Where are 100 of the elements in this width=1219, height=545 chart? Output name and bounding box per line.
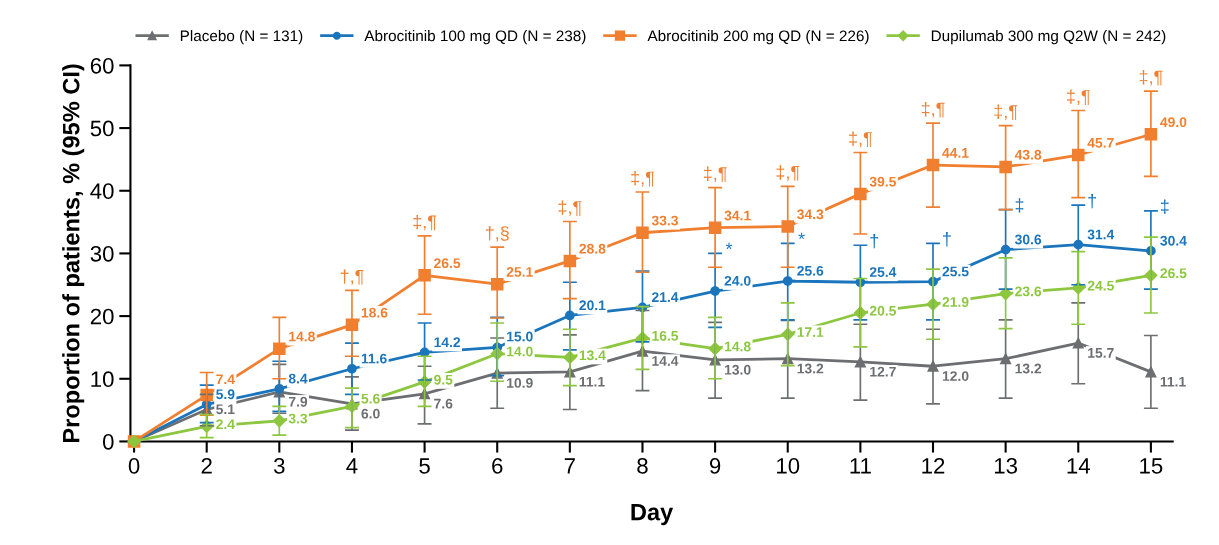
data-label: 13.2 xyxy=(797,363,824,374)
data-label: 43.8 xyxy=(1014,149,1042,160)
data-label: 30.6 xyxy=(1014,234,1042,245)
data-label: 7.4 xyxy=(216,374,235,384)
data-label: 34.3 xyxy=(797,209,824,220)
data-label: 11.6 xyxy=(361,353,387,364)
x-tick-label: 4 xyxy=(346,458,358,474)
data-label: 25.5 xyxy=(942,266,969,277)
data-label: 15.0 xyxy=(507,331,533,342)
y-axis-title: Proportion of patients, % (95% CI) xyxy=(62,64,85,443)
x-tick-label: 13 xyxy=(994,458,1018,474)
data-label: 20.5 xyxy=(869,305,897,316)
data-label: 25.1 xyxy=(506,267,533,277)
data-label: 15.7 xyxy=(1088,348,1114,358)
data-label: 34.1 xyxy=(724,210,751,221)
data-label: 12.0 xyxy=(942,371,969,381)
data-label: 39.5 xyxy=(869,176,897,187)
annotation: †,¶ xyxy=(340,269,364,285)
annotation: ‡,¶ xyxy=(1067,89,1090,105)
data-label: 24.0 xyxy=(724,275,751,286)
data-label: 30.4 xyxy=(1160,235,1187,246)
data-label: 10.9 xyxy=(507,378,533,388)
annotation: ‡,¶ xyxy=(849,131,872,147)
legend-label: Dupilumab 300 mg Q2W (N = 242) xyxy=(931,30,1166,45)
data-label: 14.0 xyxy=(507,346,533,357)
x-tick-label: 7 xyxy=(564,458,575,474)
data-label: 11.1 xyxy=(579,376,605,387)
x-tick-label: 9 xyxy=(709,458,721,474)
annotation: ‡,¶ xyxy=(413,214,437,231)
y-tick-label: 10 xyxy=(91,371,114,388)
data-label: 7.9 xyxy=(288,396,308,407)
data-label: 21.9 xyxy=(942,297,969,307)
annotation: ‡,¶ xyxy=(1139,70,1163,86)
y-tick-label: 40 xyxy=(90,183,114,200)
x-tick-label: 12 xyxy=(922,458,945,474)
data-label: 14.2 xyxy=(434,337,461,348)
data-label: 45.7 xyxy=(1087,138,1114,148)
data-label: 11.1 xyxy=(1160,376,1186,387)
data-label: 5.6 xyxy=(361,393,380,404)
data-label: 5.1 xyxy=(216,404,235,415)
x-tick-label: 15 xyxy=(1140,458,1163,474)
data-label: 2.4 xyxy=(216,419,235,429)
data-label: 18.6 xyxy=(361,307,388,318)
annotation: ‡,¶ xyxy=(921,102,945,118)
annotation: ‡,¶ xyxy=(631,171,655,187)
y-tick-label: 20 xyxy=(90,308,114,325)
data-label: 33.3 xyxy=(651,215,679,226)
data-label: 26.5 xyxy=(434,258,461,269)
data-label: 25.6 xyxy=(797,265,824,276)
data-label: 6.0 xyxy=(361,408,380,419)
annotation: † xyxy=(1088,193,1096,209)
x-tick-label: 0 xyxy=(128,458,140,474)
x-tick-label: 6 xyxy=(492,458,503,474)
annotation: ‡ xyxy=(1015,198,1024,213)
x-tick-label: 5 xyxy=(419,458,430,474)
annotation: ‡,¶ xyxy=(703,166,727,183)
annotation: * xyxy=(725,242,733,250)
data-label: 7.6 xyxy=(434,398,453,409)
legend-label: Abrocitinib 200 mg QD (N = 226) xyxy=(647,30,869,45)
legend-label: Abrocitinib 100 mg QD (N = 238) xyxy=(364,30,586,45)
data-label: 26.5 xyxy=(1160,268,1187,279)
annotation: ‡,¶ xyxy=(776,165,800,181)
annotation: † xyxy=(943,232,951,247)
data-label: 23.6 xyxy=(1015,286,1042,297)
data-label: 20.1 xyxy=(579,300,606,311)
data-label: 14.4 xyxy=(652,356,679,366)
data-label: 28.8 xyxy=(579,243,606,254)
data-label: 49.0 xyxy=(1160,117,1187,128)
data-label: 21.4 xyxy=(651,292,679,302)
data-label: 17.1 xyxy=(797,327,824,337)
legend-label: Placebo (N = 131) xyxy=(180,30,303,45)
annotation: * xyxy=(798,232,805,240)
data-label: 14.8 xyxy=(724,341,751,352)
annotation: †,§ xyxy=(485,226,509,242)
y-tick-label: 0 xyxy=(102,433,114,450)
data-label: 44.1 xyxy=(942,148,969,158)
data-label: 8.4 xyxy=(288,373,308,384)
annotation: ‡,¶ xyxy=(558,200,582,216)
y-tick-label: 50 xyxy=(90,120,114,137)
data-label: 24.5 xyxy=(1087,280,1114,291)
x-tick-label: 10 xyxy=(777,458,800,474)
annotation: † xyxy=(870,234,879,249)
data-label: 13.4 xyxy=(579,350,606,361)
data-label: 3.3 xyxy=(288,413,308,424)
x-tick-label: 14 xyxy=(1067,458,1090,474)
y-tick-label: 60 xyxy=(90,57,114,74)
data-label: 16.5 xyxy=(652,330,679,341)
data-label: 25.4 xyxy=(869,267,897,277)
data-label: 14.8 xyxy=(289,331,315,342)
annotation: ‡ xyxy=(1160,199,1169,214)
data-label: 5.9 xyxy=(216,389,235,400)
data-label: 12.7 xyxy=(870,366,896,377)
x-tick-label: 3 xyxy=(273,458,285,474)
data-label: 13.0 xyxy=(724,364,751,375)
data-label: 13.2 xyxy=(1015,363,1042,374)
data-label: 31.4 xyxy=(1087,229,1115,240)
x-axis-title: Day xyxy=(631,504,674,526)
y-tick-label: 30 xyxy=(90,245,114,262)
data-label: 9.5 xyxy=(434,374,453,385)
x-tick-label: 11 xyxy=(850,458,871,474)
